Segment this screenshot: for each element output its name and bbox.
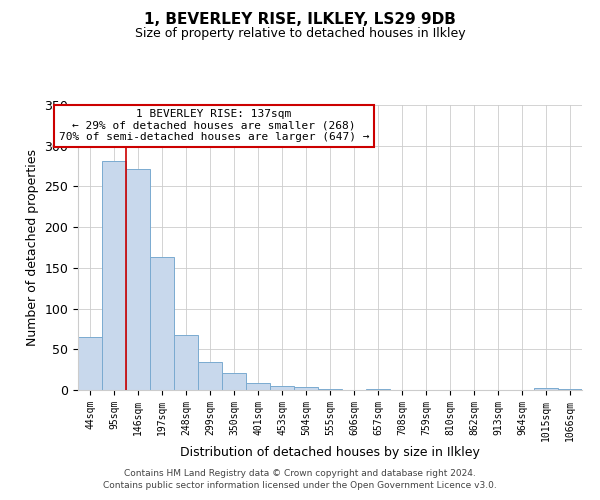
Bar [198, 362, 222, 390]
Bar [126, 168, 150, 390]
Bar [174, 336, 198, 390]
Text: Contains HM Land Registry data © Crown copyright and database right 2024.: Contains HM Land Registry data © Crown c… [124, 468, 476, 477]
Text: 1 BEVERLEY RISE: 137sqm
← 29% of detached houses are smaller (268)
70% of semi-d: 1 BEVERLEY RISE: 137sqm ← 29% of detache… [59, 110, 370, 142]
Bar [246, 382, 270, 390]
Y-axis label: Number of detached properties: Number of detached properties [26, 149, 39, 346]
Bar [150, 258, 174, 390]
Bar [222, 373, 246, 390]
Bar [102, 161, 126, 390]
Bar [534, 388, 558, 390]
Bar [558, 389, 582, 390]
Bar [270, 386, 294, 390]
Text: Size of property relative to detached houses in Ilkley: Size of property relative to detached ho… [134, 28, 466, 40]
Bar [318, 389, 342, 390]
Text: Contains public sector information licensed under the Open Government Licence v3: Contains public sector information licen… [103, 481, 497, 490]
Bar [294, 386, 318, 390]
Bar [366, 389, 390, 390]
Bar [78, 337, 102, 390]
X-axis label: Distribution of detached houses by size in Ilkley: Distribution of detached houses by size … [180, 446, 480, 460]
Text: 1, BEVERLEY RISE, ILKLEY, LS29 9DB: 1, BEVERLEY RISE, ILKLEY, LS29 9DB [144, 12, 456, 28]
